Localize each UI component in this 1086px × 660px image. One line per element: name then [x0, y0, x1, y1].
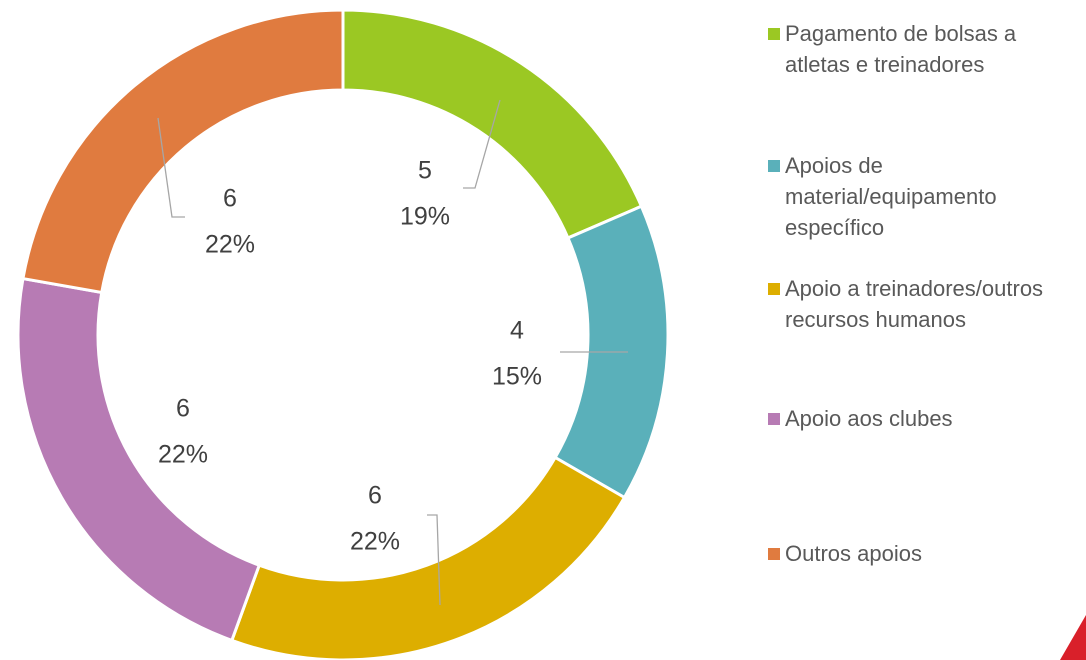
percent-label: 22% — [350, 528, 400, 556]
leader-line — [157, 117, 185, 218]
leader-line — [427, 514, 441, 606]
leader-line — [463, 99, 501, 189]
legend-swatch — [768, 28, 780, 40]
legend-label: Pagamento de bolsas a atletas e treinado… — [785, 21, 1017, 77]
legend-entry: Apoio aos clubes — [768, 403, 1086, 434]
legend-entry: Apoios de material/equipamento específic… — [768, 150, 1086, 243]
data-label: 5 — [418, 157, 432, 185]
legend-swatch — [768, 413, 780, 425]
data-label: 6 — [223, 185, 237, 213]
legend-label: Outros apoios — [785, 541, 922, 566]
legend-entry: Outros apoios — [768, 538, 1086, 569]
legend-label: Apoio a treinadores/outros recursos huma… — [785, 276, 1044, 332]
percent-label: 22% — [158, 441, 208, 469]
donut-segment — [21, 8, 345, 295]
legend-swatch — [768, 283, 780, 295]
percent-label: 19% — [400, 203, 450, 231]
donut-segment — [341, 8, 644, 240]
donut-segment — [16, 276, 262, 643]
legend-swatch — [768, 548, 780, 560]
legend-label: Apoios de material/equipamento específic… — [785, 153, 997, 240]
legend-swatch — [768, 160, 780, 172]
data-label: 6 — [176, 395, 190, 423]
legend-label: Apoio aos clubes — [785, 406, 953, 431]
legend-entry: Apoio a treinadores/outros recursos huma… — [768, 273, 1086, 335]
data-label: 4 — [510, 317, 524, 345]
donut-segment — [229, 455, 627, 660]
percent-label: 22% — [205, 231, 255, 259]
decoration — [1060, 615, 1086, 660]
legend-entry: Pagamento de bolsas a atletas e treinado… — [768, 18, 1086, 80]
percent-label: 15% — [492, 363, 542, 391]
data-label: 6 — [368, 482, 382, 510]
